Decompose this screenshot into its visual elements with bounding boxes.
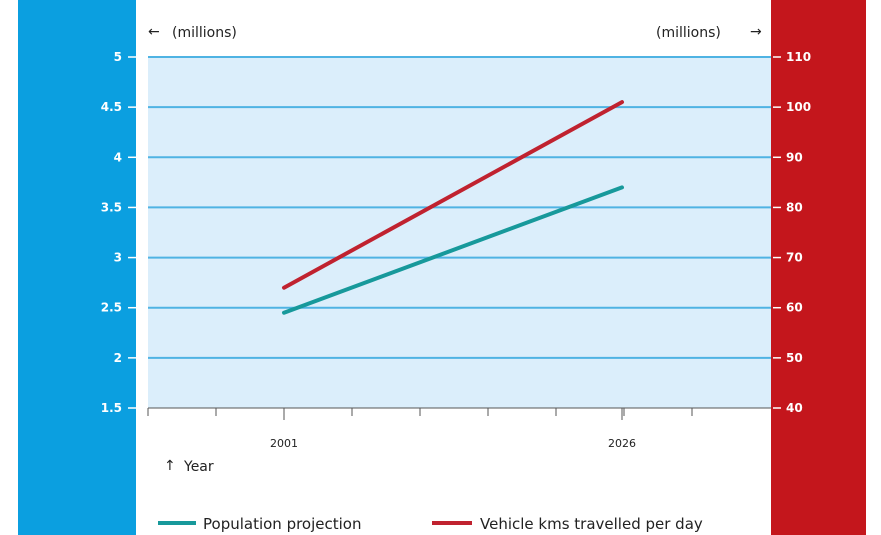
left-tick-label: 3 [114, 251, 122, 265]
x-axis: 2001 2026 [270, 408, 636, 450]
left-axis-band [18, 0, 136, 535]
right-unit-label: (millions) [656, 25, 721, 41]
right-tick-label: 70 [786, 251, 803, 265]
left-axis: 5 4.5 4 3.5 3 2.5 2 1.5 [101, 50, 138, 415]
series-line-vehicle [282, 100, 624, 290]
right-tick-label: 90 [786, 150, 803, 164]
left-tick-label: 4 [114, 150, 122, 164]
left-tick-label: 2 [114, 351, 122, 365]
left-tick-label: 1.5 [101, 401, 122, 415]
legend-label-vehicle: Vehicle kms travelled per day [480, 515, 703, 533]
right-tick-label: 40 [786, 401, 803, 415]
grid-lines [147, 56, 771, 416]
year-arrow: ↑ [164, 458, 176, 474]
left-unit-label: (millions) [172, 25, 237, 41]
right-tick-label: 60 [786, 301, 803, 315]
x-tick-label: 2026 [608, 437, 636, 450]
series-line-population [282, 185, 624, 315]
left-tick-label: 3.5 [101, 200, 122, 214]
left-tick-label: 4.5 [101, 100, 122, 114]
right-axis: 110 100 90 80 70 60 50 40 [773, 50, 811, 415]
left-unit-arrow: ← [148, 24, 160, 40]
right-tick-label: 100 [786, 100, 811, 114]
series-lines [282, 100, 624, 315]
right-axis-band [771, 0, 866, 535]
right-tick-label: 110 [786, 50, 811, 64]
left-tick-label: 2.5 [101, 301, 122, 315]
plot-area [148, 57, 771, 408]
x-tick-label: 2001 [270, 437, 298, 450]
left-tick-label: 5 [114, 50, 122, 64]
x-axis-label: Year [183, 459, 214, 475]
right-unit-arrow: → [750, 24, 762, 40]
right-tick-label: 80 [786, 200, 803, 214]
right-tick-label: 50 [786, 351, 803, 365]
legend-label-population: Population projection [203, 515, 362, 533]
